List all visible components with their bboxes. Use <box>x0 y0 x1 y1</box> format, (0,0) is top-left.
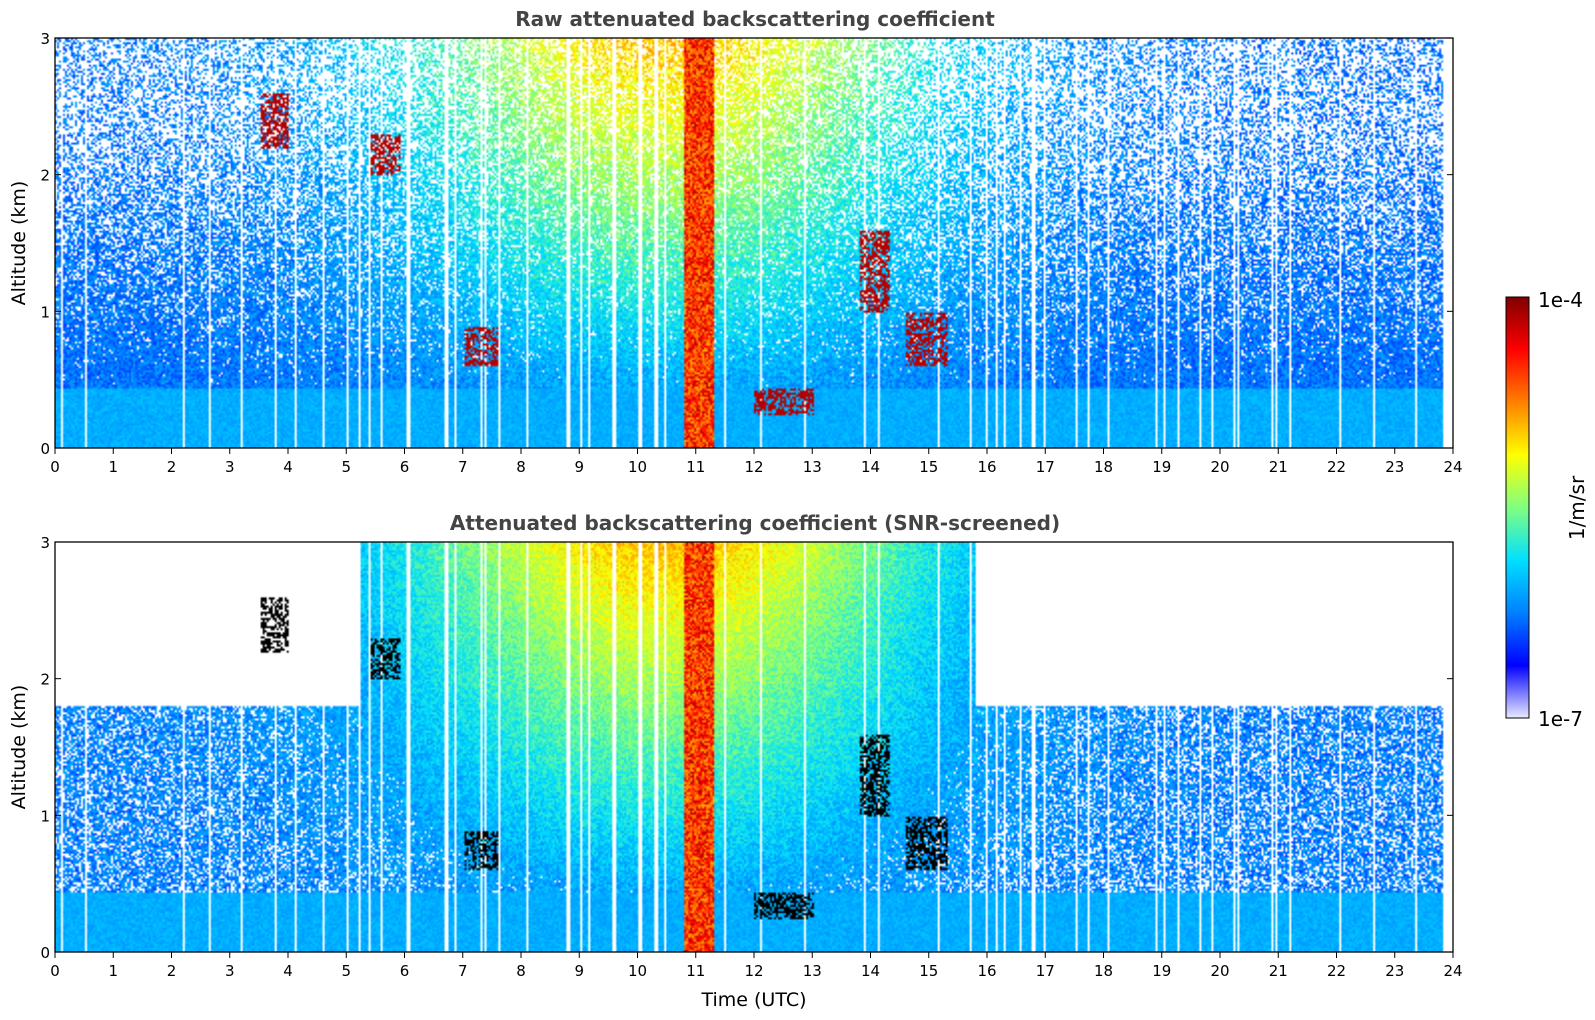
screened-x-tick-label: 22 <box>1327 962 1346 980</box>
screened-x-tick-label: 0 <box>50 962 60 980</box>
screened-x-tick-label: 6 <box>400 962 410 980</box>
colorbar-gradient <box>1505 296 1530 719</box>
raw-heatmap-image <box>55 38 1453 448</box>
raw-x-tick-label: 18 <box>1094 458 1113 476</box>
screened-x-tick-label: 20 <box>1210 962 1229 980</box>
raw-x-tick-label: 6 <box>400 458 410 476</box>
raw-x-tick-label: 5 <box>341 458 351 476</box>
raw-x-tick-label: 21 <box>1269 458 1288 476</box>
raw-x-tick-label: 13 <box>803 458 822 476</box>
screened-x-tick-label: 10 <box>628 962 647 980</box>
screened-x-tick-label: 7 <box>458 962 468 980</box>
raw-x-tick-label: 4 <box>283 458 293 476</box>
raw-x-tick-label: 1 <box>108 458 118 476</box>
raw-backscatter-panel: Raw attenuated backscattering coefficien… <box>8 7 1463 476</box>
raw-x-tick-label: 0 <box>50 458 60 476</box>
raw-y-axis-label: Altitude (km) <box>8 181 30 306</box>
screened-x-tick-label: 15 <box>919 962 938 980</box>
screened-x-tick-label: 3 <box>225 962 235 980</box>
raw-x-tick-label: 9 <box>574 458 584 476</box>
screened-x-tick-label: 12 <box>744 962 763 980</box>
raw-x-tick-label: 7 <box>458 458 468 476</box>
colorbar: 1e-4 1e-7 1/m/sr <box>1505 288 1589 731</box>
screened-x-tick-label: 23 <box>1385 962 1404 980</box>
screened-x-tick-label: 19 <box>1152 962 1171 980</box>
raw-x-tick-label: 8 <box>516 458 526 476</box>
screened-x-tick-label: 11 <box>686 962 705 980</box>
screened-x-tick-label: 14 <box>861 962 880 980</box>
raw-x-tick-label: 11 <box>686 458 705 476</box>
screened-y-tick-label: 0 <box>40 944 50 962</box>
raw-x-tick-label: 2 <box>167 458 177 476</box>
raw-x-tick-label: 12 <box>744 458 763 476</box>
screened-panel-title: Attenuated backscattering coefficient (S… <box>450 511 1060 535</box>
screened-x-tick-label: 1 <box>108 962 118 980</box>
raw-x-tick-label: 20 <box>1210 458 1229 476</box>
screened-x-tick-label: 5 <box>341 962 351 980</box>
raw-y-tick-label: 3 <box>40 30 50 48</box>
screened-x-tick-label: 13 <box>803 962 822 980</box>
screened-x-tick-label: 21 <box>1269 962 1288 980</box>
raw-x-tick-label: 22 <box>1327 458 1346 476</box>
screened-x-tick-label: 17 <box>1036 962 1055 980</box>
screened-backscatter-panel: Attenuated backscattering coefficient (S… <box>8 511 1463 1011</box>
screened-heatmap <box>55 542 1453 952</box>
screened-y-tick-label: 2 <box>40 671 50 689</box>
screened-heatmap-image <box>55 542 1453 952</box>
screened-x-tick-label: 4 <box>283 962 293 980</box>
raw-x-tick-label: 14 <box>861 458 880 476</box>
screened-x-axis: 0 1 2 3 4 5 6 7 8 9 10 11 12 13 14 15 16 17 18 19 20 21 22 23 24 <box>50 952 1463 980</box>
screened-x-tick-label: 2 <box>167 962 177 980</box>
colorbar-max-label: 1e-4 <box>1538 288 1583 312</box>
screened-y-tick-label: 3 <box>40 534 50 552</box>
screened-y-axis: 0 1 2 3 <box>40 534 1453 962</box>
raw-x-tick-label: 24 <box>1443 458 1462 476</box>
raw-x-tick-label: 16 <box>977 458 996 476</box>
raw-x-tick-label: 23 <box>1385 458 1404 476</box>
screened-y-axis-label: Altitude (km) <box>8 685 30 810</box>
raw-x-tick-label: 17 <box>1036 458 1055 476</box>
screened-x-tick-label: 16 <box>977 962 996 980</box>
colorbar-min-label: 1e-7 <box>1538 707 1583 731</box>
raw-y-axis: 0 1 2 3 <box>40 30 1453 458</box>
raw-panel-title: Raw attenuated backscattering coefficien… <box>515 7 995 31</box>
screened-x-tick-label: 8 <box>516 962 526 980</box>
screened-x-tick-label: 18 <box>1094 962 1113 980</box>
colorbar-unit-label: 1/m/sr <box>1565 475 1589 540</box>
screened-x-tick-label: 24 <box>1443 962 1462 980</box>
screened-x-tick-label: 9 <box>574 962 584 980</box>
raw-y-tick-label: 2 <box>40 167 50 185</box>
raw-x-tick-label: 10 <box>628 458 647 476</box>
raw-y-tick-label: 1 <box>40 303 50 321</box>
raw-x-tick-label: 3 <box>225 458 235 476</box>
raw-heatmap <box>55 38 1453 448</box>
screened-y-tick-label: 1 <box>40 807 50 825</box>
x-axis-label: Time (UTC) <box>700 989 806 1011</box>
raw-x-tick-label: 19 <box>1152 458 1171 476</box>
raw-x-tick-label: 15 <box>919 458 938 476</box>
raw-x-axis: 0 1 2 3 4 5 6 7 8 9 10 11 12 13 14 15 16 17 18 19 20 21 22 23 24 <box>50 448 1463 476</box>
raw-y-tick-label: 0 <box>40 440 50 458</box>
